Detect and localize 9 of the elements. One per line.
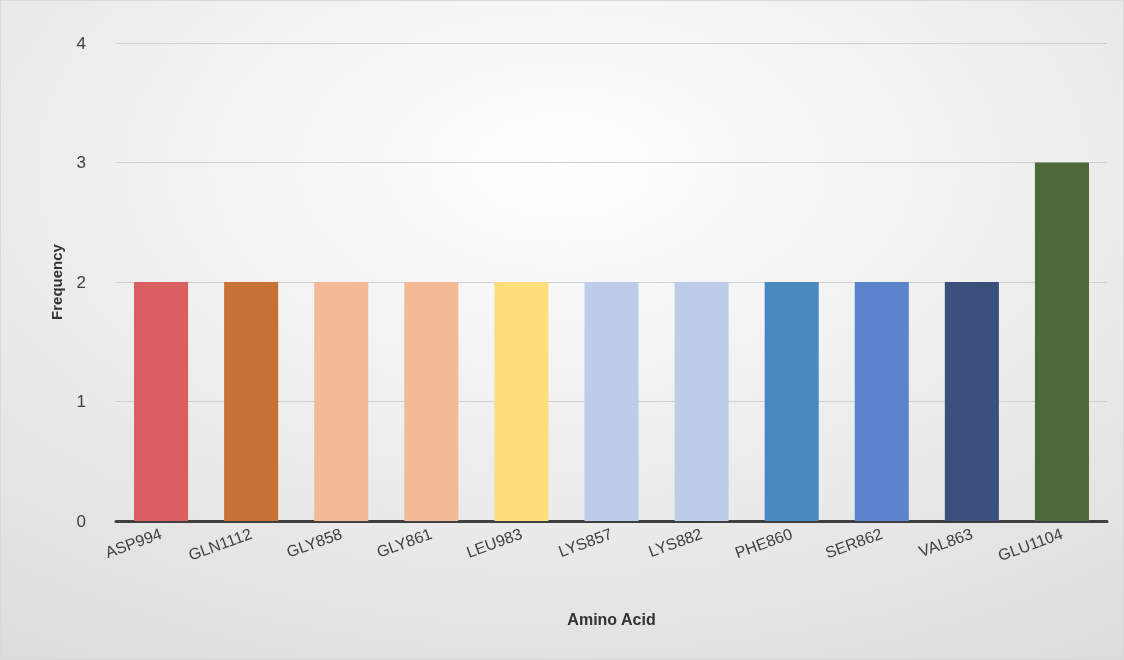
y-tick-label: 0	[76, 511, 86, 531]
y-tick-label: 3	[76, 153, 86, 172]
y-tick-label: 4	[76, 33, 86, 53]
x-tick-label: GLY861	[374, 524, 435, 561]
x-tick-label: VAL863	[916, 524, 975, 561]
x-axis-title: Amino Acid	[567, 610, 656, 628]
y-axis-title: Frequency	[48, 243, 65, 320]
y-tick-label: 1	[76, 392, 86, 411]
y-tick-label: 2	[76, 272, 86, 292]
